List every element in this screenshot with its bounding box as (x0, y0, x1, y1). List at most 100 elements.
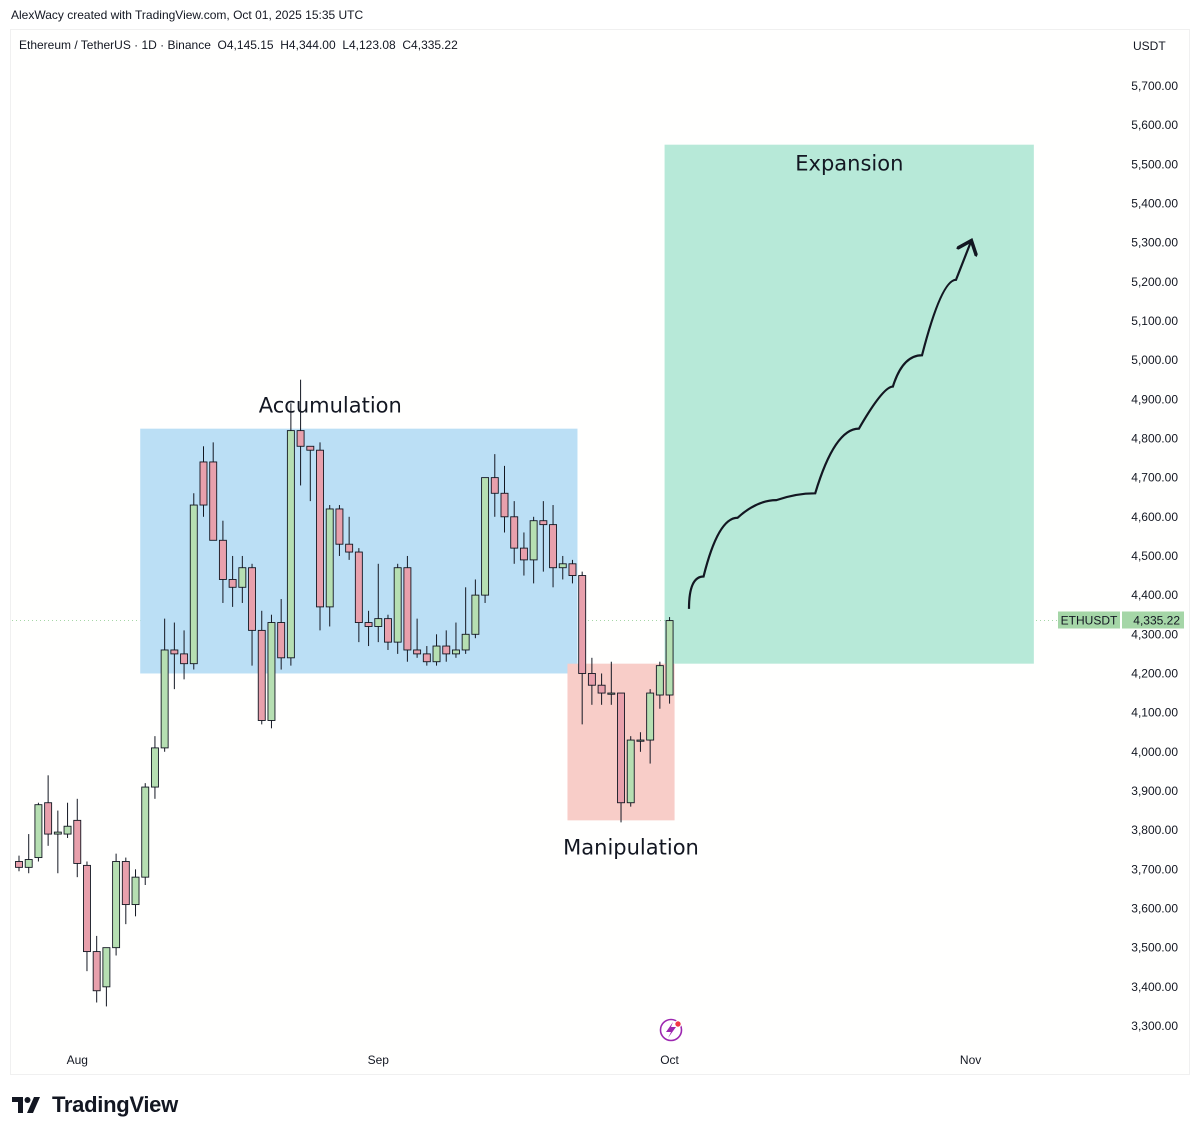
candle-body (597, 684, 606, 694)
candle-body (150, 747, 159, 788)
candle (131, 869, 140, 917)
price-tick-label: 4,600.00 (1131, 510, 1178, 524)
candle-body (587, 673, 596, 686)
candle-body (228, 579, 237, 588)
candle-body (238, 567, 247, 588)
candle-body (141, 786, 150, 878)
candle (374, 563, 383, 643)
ohlc-high: H4,344.00 (280, 38, 336, 52)
price-tick-label: 3,900.00 (1131, 784, 1178, 798)
candle-body (248, 567, 256, 631)
candle (160, 618, 169, 752)
candle-body (665, 620, 674, 696)
candle (452, 622, 460, 658)
candle-body (267, 622, 276, 721)
candle (510, 501, 519, 564)
candle (238, 555, 247, 603)
candle-body (170, 649, 179, 655)
candle (461, 587, 470, 654)
price-tick-label: 4,400.00 (1131, 588, 1178, 602)
candle-body (121, 861, 130, 906)
candle-body (510, 516, 519, 549)
candle (617, 692, 625, 823)
candle-body (626, 739, 635, 804)
candle (393, 563, 402, 654)
price-tick-label: 4,800.00 (1131, 431, 1178, 445)
expansion-label: Expansion (795, 152, 903, 176)
candle (248, 563, 256, 666)
candle (92, 935, 101, 1003)
candle (384, 614, 392, 650)
candle-body (53, 831, 62, 835)
candle-body (422, 653, 431, 663)
candle (519, 532, 528, 576)
candle-body (568, 563, 577, 576)
symbol-tag-bg (1058, 611, 1120, 629)
candle (44, 775, 53, 846)
candle-body (354, 551, 363, 623)
candle-body (374, 618, 383, 627)
candle-body (316, 449, 324, 608)
candle (636, 732, 645, 752)
price-tick-label: 4,100.00 (1131, 706, 1178, 720)
candle (471, 579, 480, 639)
candle (277, 599, 286, 670)
candle (209, 442, 218, 541)
chart-credit: AlexWacy created with TradingView.com, O… (11, 8, 364, 22)
candle-body (500, 492, 509, 518)
projection-arrow (687, 243, 971, 609)
candle (257, 610, 266, 725)
candle (646, 689, 655, 764)
candle-body (102, 947, 111, 988)
candle-body (461, 633, 470, 651)
candle (228, 555, 237, 607)
candle-body (345, 543, 354, 553)
ohlc-low: L4,123.08 (342, 38, 396, 52)
tradingview-wordmark: TradingView (52, 1092, 178, 1117)
candle-body (490, 477, 499, 494)
candle-body (432, 645, 441, 663)
last-price-tag: 4,335.22 (1133, 614, 1180, 628)
price-tick-label: 3,300.00 (1131, 1019, 1178, 1033)
candle (53, 810, 62, 874)
candle-body (364, 622, 373, 627)
candle-body (335, 508, 344, 545)
price-tick-label: 5,400.00 (1131, 196, 1178, 210)
price-tick-label: 4,000.00 (1131, 745, 1178, 759)
candle (73, 798, 82, 878)
candle-body (34, 804, 43, 859)
candle (34, 802, 43, 862)
tradingview-brand[interactable]: TradingView (12, 1092, 178, 1118)
symbol-name: Ethereum / TetherUS · 1D · Binance (19, 38, 211, 52)
earnings-event-icon[interactable] (659, 1018, 683, 1042)
price-tick-label: 3,600.00 (1131, 901, 1178, 915)
time-tick-label: Nov (960, 1053, 981, 1067)
candle-body (44, 802, 53, 835)
candle-body (655, 665, 664, 696)
ohlc-open: O4,145.15 (217, 38, 274, 52)
candle (529, 516, 538, 584)
candle (490, 454, 499, 517)
price-tick-label: 5,500.00 (1131, 157, 1178, 171)
candle-body (549, 524, 557, 569)
candle (587, 657, 596, 705)
candle-body (384, 618, 392, 643)
candle (364, 610, 373, 647)
candle-body (403, 567, 412, 651)
candle-body (325, 508, 334, 608)
candle (63, 802, 72, 838)
price-axis-unit[interactable]: USDT (1133, 39, 1166, 53)
price-tick-label: 5,200.00 (1131, 275, 1178, 289)
candle (296, 379, 305, 486)
candle-body (83, 864, 91, 953)
price-tick-label: 5,600.00 (1131, 118, 1178, 132)
candle (549, 505, 557, 588)
candle (432, 634, 441, 666)
price-tick-label: 5,300.00 (1131, 236, 1178, 250)
candle (267, 614, 276, 729)
candle (180, 630, 189, 680)
candle (665, 617, 674, 704)
candle-body (452, 649, 460, 655)
price-tick-label: 5,000.00 (1131, 353, 1178, 367)
